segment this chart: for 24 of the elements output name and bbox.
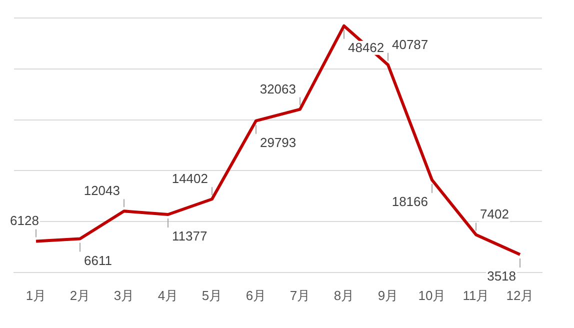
- x-tick-label: 3月: [114, 288, 134, 303]
- data-label: 18166: [392, 194, 428, 209]
- x-tick-label: 7月: [290, 288, 310, 303]
- x-tick-label: 9月: [378, 288, 398, 303]
- x-tick-label: 2月: [70, 288, 90, 303]
- x-tick-label: 8月: [334, 288, 354, 303]
- data-label: 7402: [480, 206, 509, 222]
- data-label: 29793: [260, 134, 296, 150]
- x-tick-label: 11月: [462, 288, 490, 303]
- x-tick-label: 6月: [246, 288, 266, 303]
- data-label: 40787: [392, 36, 428, 52]
- data-label: 11377: [172, 228, 208, 244]
- data-label: 3518: [487, 268, 516, 284]
- data-label: 32063: [260, 81, 296, 96]
- data-label: 12043: [84, 183, 120, 198]
- data-label: 48462: [348, 40, 384, 55]
- data-label: 6611: [84, 252, 112, 268]
- data-label: 14402: [172, 171, 208, 186]
- x-tick-label: 12月: [506, 288, 534, 303]
- x-tick-label: 5月: [202, 288, 222, 303]
- x-tick-label: 1月: [26, 288, 46, 303]
- data-label: 6128: [10, 213, 39, 228]
- x-tick-label: 4月: [158, 288, 178, 303]
- x-tick-label: 10月: [418, 288, 446, 303]
